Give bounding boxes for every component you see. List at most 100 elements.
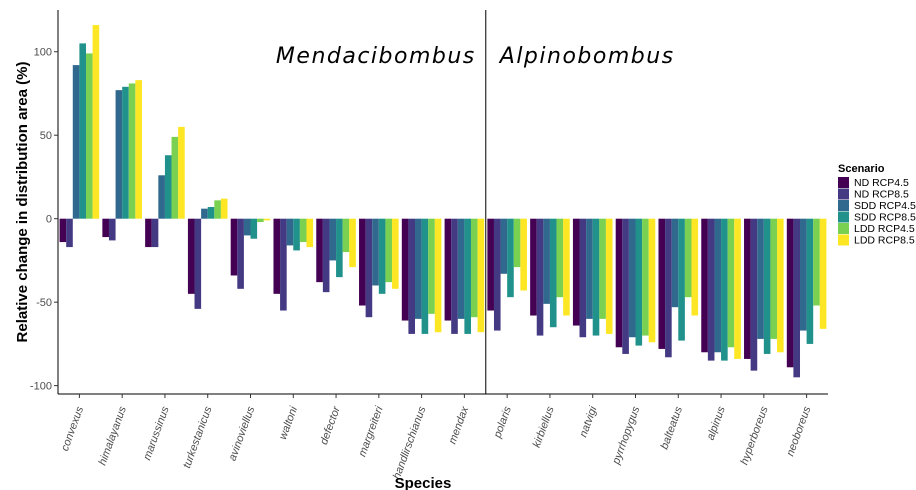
bar-convexus-sdd-rcp8-5 (79, 43, 86, 219)
x-tick-label-polaris: polaris (491, 404, 514, 440)
x-tick-label-alpinus: alpinus (705, 404, 728, 441)
x-axis-title: Species (395, 475, 452, 490)
bar-neoboreus-sdd-rcp4-5 (800, 218, 807, 331)
bar-natvigi-sdd-rcp4-5 (586, 218, 593, 319)
bar-handlirschianus-sdd-rcp8-5 (421, 218, 429, 334)
bar-margreiteri-sdd-rcp8-5 (378, 218, 386, 294)
bar-kirbiellus-ldd-rcp4-5 (556, 218, 564, 298)
bar-alpinus-sdd-rcp4-5 (714, 218, 722, 353)
bar-waltoni-ldd-rcp4-5 (299, 218, 307, 243)
bar-waltoni-nd-rcp4-5 (273, 218, 281, 294)
bar-mendax-nd-rcp4-5 (444, 218, 452, 321)
bar-alpinus-nd-rcp8-5 (707, 218, 715, 361)
bar-turkestanicus-ldd-rcp4-5 (214, 200, 221, 219)
bar-waltoni-ldd-rcp8-5 (306, 218, 314, 248)
x-axis-ticks: convexus himalayanus marussinus turkestanic… (59, 394, 814, 481)
bar-defector-nd-rcp8-5 (322, 218, 330, 293)
bar-margreiteri-ldd-rcp4-5 (385, 218, 393, 283)
bar-avinoviellus-nd-rcp8-5 (237, 218, 244, 289)
group-label-mendacibombus: Mendacibombus (276, 44, 476, 69)
x-tick-label-balteatus: balteatus (659, 404, 686, 451)
bar-waltoni-sdd-rcp4-5 (286, 218, 294, 246)
y-tick-label: -100 (30, 381, 52, 393)
bar-defector-ldd-rcp8-5 (349, 218, 356, 268)
bar-marussinus-nd-rcp8-5 (151, 218, 159, 248)
x-tick-label-convexus: convexus (59, 404, 86, 452)
plot-frame (57, 10, 828, 395)
x-tick-label-himalayanus: himalayanus (97, 404, 130, 467)
bar-defector-nd-rcp4-5 (316, 218, 323, 283)
bar-balteatus-nd-rcp8-5 (665, 218, 672, 358)
bar-avinoviellus-ldd-rcp8-5 (263, 218, 271, 221)
legend-swatch (838, 200, 849, 211)
legend-swatch (838, 234, 849, 246)
bar-pyrrhopygus-sdd-rcp4-5 (628, 218, 636, 338)
bar-kirbiellus-sdd-rcp4-5 (543, 218, 550, 304)
bar-defector-sdd-rcp4-5 (329, 218, 337, 261)
bar-marussinus-sdd-rcp8-5 (164, 155, 172, 219)
legend-entry-label: SDD RCP4.5 (854, 200, 916, 212)
bar-margreiteri-sdd-rcp4-5 (372, 218, 379, 286)
x-tick-label-marussinus: marussinus (141, 404, 172, 461)
bar-convexus-nd-rcp8-5 (66, 218, 73, 248)
bar-neoboreus-sdd-rcp8-5 (806, 218, 814, 344)
bar-convexus-sdd-rcp4-5 (72, 65, 80, 219)
bar-turkestanicus-ldd-rcp8-5 (220, 198, 228, 219)
bar-kirbiellus-nd-rcp4-5 (530, 218, 537, 316)
bar-balteatus-ldd-rcp8-5 (691, 218, 699, 316)
bar-himalayanus-nd-rcp8-5 (108, 218, 116, 241)
bar-mendax-ldd-rcp4-5 (470, 218, 478, 318)
bar-marussinus-ldd-rcp8-5 (178, 126, 185, 219)
bar-turkestanicus-sdd-rcp8-5 (207, 207, 215, 219)
bar-pyrrhopygus-sdd-rcp8-5 (635, 218, 643, 346)
bar-turkestanicus-nd-rcp8-5 (194, 218, 202, 309)
x-tick-label-handlirschianus: handlirschianus (391, 404, 429, 480)
bar-polaris-nd-rcp8-5 (493, 218, 501, 331)
legend-entry-label: LDD RCP4.5 (854, 223, 915, 235)
bar-pyrrhopygus-ldd-rcp4-5 (642, 218, 649, 336)
x-tick-label-margreiteri: margreiteri (356, 404, 385, 458)
bar-pyrrhopygus-nd-rcp4-5 (615, 218, 623, 348)
bars (59, 25, 827, 378)
x-tick-label-kirbiellus: kirbiellus (531, 404, 557, 449)
y-tick-label: 0 (46, 214, 52, 226)
bar-handlirschianus-ldd-rcp4-5 (428, 218, 435, 314)
bar-kirbiellus-nd-rcp8-5 (536, 218, 544, 336)
bar-mendax-nd-rcp8-5 (451, 218, 458, 334)
x-tick-label-avinoviellus: avinoviellus (227, 404, 258, 462)
bar-waltoni-nd-rcp8-5 (280, 218, 287, 311)
bar-handlirschianus-nd-rcp8-5 (408, 218, 416, 334)
x-tick-label-mendax: mendax (447, 404, 472, 445)
bar-polaris-ldd-rcp4-5 (513, 218, 521, 268)
legend-entry-label: ND RCP4.5 (854, 177, 909, 189)
bar-himalayanus-ldd-rcp4-5 (128, 83, 136, 219)
y-axis-title: Relative change in distribution area (%) (14, 62, 31, 343)
bar-balteatus-nd-rcp4-5 (658, 218, 666, 349)
legend-entry-label: ND RCP8.5 (854, 189, 909, 201)
bar-balteatus-sdd-rcp4-5 (671, 218, 679, 308)
bar-avinoviellus-sdd-rcp8-5 (250, 218, 258, 239)
bar-convexus-ldd-rcp8-5 (92, 25, 100, 219)
bar-avinoviellus-sdd-rcp4-5 (243, 218, 251, 236)
x-tick-label-turkestanicus: turkestanicus (181, 404, 215, 469)
bar-hyperboreus-nd-rcp8-5 (750, 218, 758, 371)
x-tick-label-neoboreus: neoboreus (784, 404, 813, 457)
legend-swatch (838, 211, 849, 223)
bar-turkestanicus-nd-rcp4-5 (187, 218, 195, 294)
x-tick-label-defector: defector (318, 404, 343, 447)
bar-polaris-sdd-rcp8-5 (507, 218, 514, 298)
legend-swatch (838, 223, 849, 234)
bar-himalayanus-sdd-rcp8-5 (122, 86, 129, 219)
legend-entry-label: SDD RCP8.5 (854, 212, 916, 224)
bar-waltoni-sdd-rcp8-5 (293, 218, 300, 251)
bar-turkestanicus-sdd-rcp4-5 (201, 208, 208, 219)
bar-kirbiellus-sdd-rcp8-5 (549, 218, 557, 328)
y-tick-label: 50 (40, 130, 52, 142)
y-tick-label: -50 (36, 297, 52, 309)
bar-handlirschianus-nd-rcp4-5 (401, 218, 409, 321)
x-tick-label-pyrrhopygus: pyrrhopygus (610, 404, 642, 466)
y-axis-ticks: 100 50 0 -50 -100 (30, 47, 58, 393)
bar-alpinus-sdd-rcp8-5 (721, 218, 728, 361)
bar-avinoviellus-ldd-rcp4-5 (257, 218, 264, 223)
